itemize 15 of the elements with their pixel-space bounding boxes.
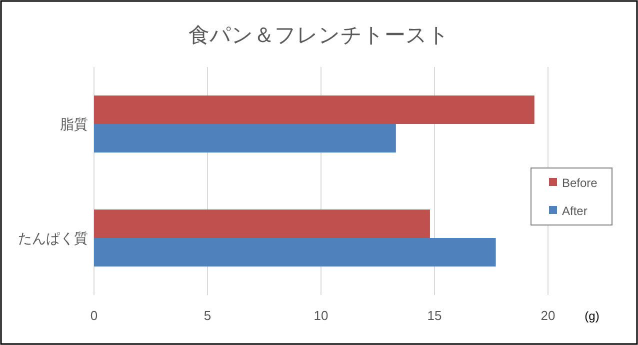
x-axis-title: (g) [584,309,600,323]
x-tick-label: 0 [90,308,98,323]
bar [94,124,396,152]
legend-label: After [562,204,588,218]
chart-title: 食パン＆フレンチトースト [188,24,450,47]
bar [94,210,430,238]
x-tick-label: 5 [204,308,212,323]
y-tick-label: たんぱく質 [18,230,88,246]
x-tick-label: 10 [314,308,328,323]
x-tick-label: 15 [427,308,442,323]
bar [94,96,534,124]
legend-label: Before [562,176,598,190]
y-tick-label: 脂質 [60,116,88,132]
x-tick-label: 20 [540,308,556,323]
bar [94,238,496,266]
